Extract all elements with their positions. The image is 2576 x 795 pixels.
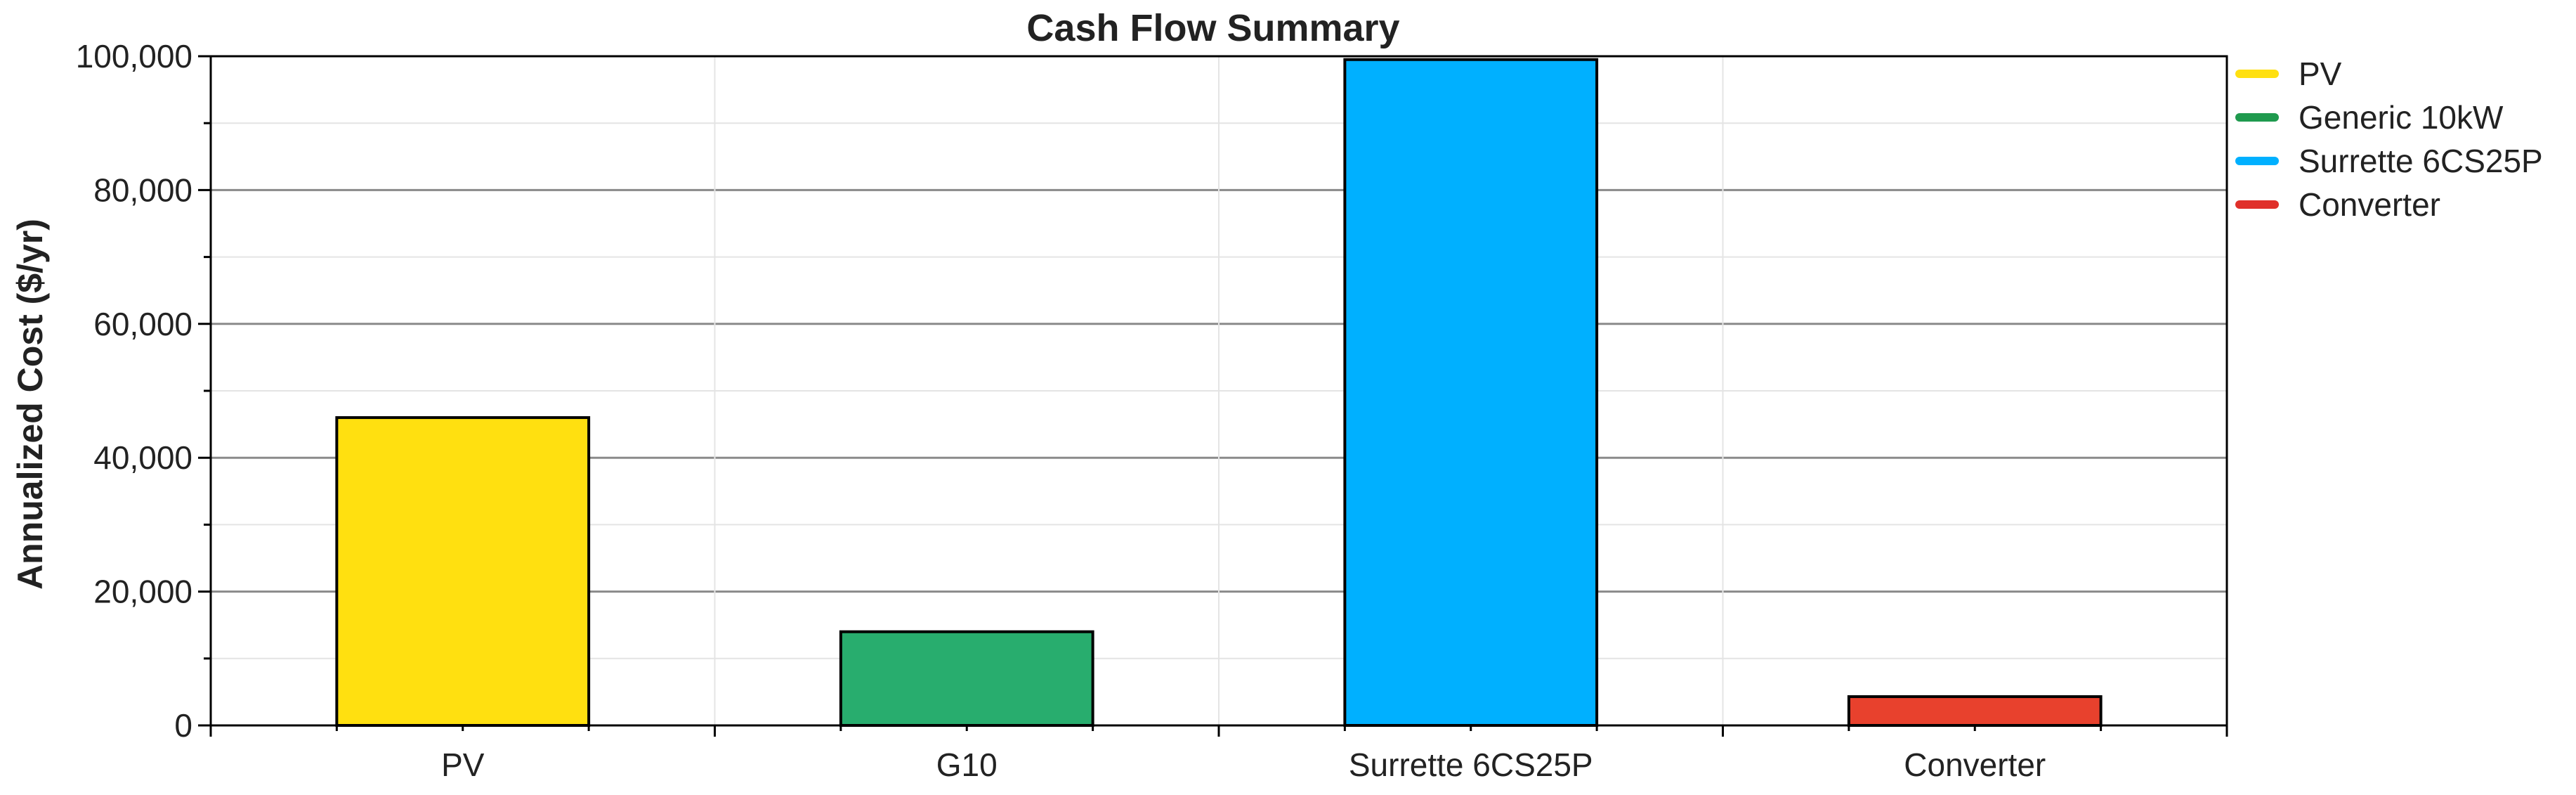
y-tick-label: 40,000 [93,439,192,476]
y-tick-label: 100,000 [76,38,192,75]
legend: PV Generic 10kW Surrette 6CS25P Converter [2235,56,2543,223]
y-tick-label: 20,000 [93,574,192,610]
bar-pv [335,416,591,728]
y-tick-label: 60,000 [93,306,192,342]
x-tick-label: G10 [936,746,998,783]
bar-converter [1847,695,2103,728]
x-tick-label: Surrette 6CS25P [1349,746,1593,783]
bar-g10 [839,630,1094,727]
legend-label: Converter [2299,186,2440,223]
y-tick-label: 0 [174,707,192,744]
legend-label: Generic 10kW [2299,99,2504,136]
x-tick-label: Converter [1904,746,2046,783]
y-axis-ticks: 0 20,000 40,000 60,000 80,000 100,000 [76,38,211,744]
bar-surrette-6cs25p [1343,58,1599,727]
y-tick-label: 80,000 [93,172,192,208]
chart-title: Cash Flow Summary [1026,7,1399,49]
legend-label: Surrette 6CS25P [2299,143,2543,179]
bars [335,58,2103,728]
x-tick-label: PV [441,746,485,783]
y-axis-label: Annualized Cost ($/yr) [11,219,50,590]
x-axis-ticks: PV G10 Surrette 6CS25P Converter [209,725,2228,783]
legend-label: PV [2299,56,2342,92]
